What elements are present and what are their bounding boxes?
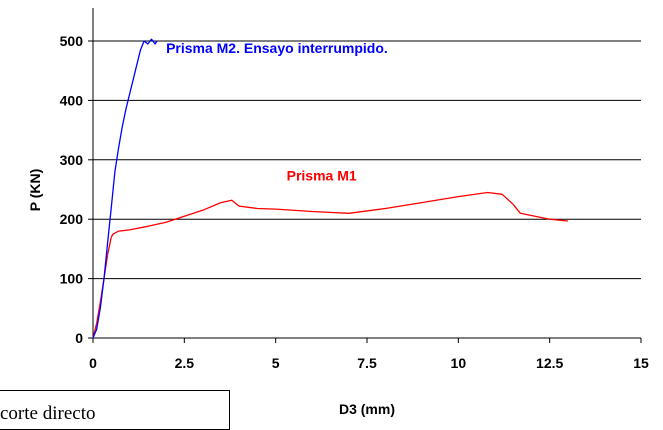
y-tick-labels: 0 100 200 300 400 500 — [60, 33, 93, 346]
x-tick-label: 0 — [89, 355, 97, 371]
annotation-label: Prisma M1 — [287, 168, 357, 184]
y-tick-label: 0 — [75, 330, 83, 346]
x-tick-label: 10 — [451, 355, 467, 371]
x-tick-label: 7.5 — [357, 355, 377, 371]
series-lines — [92, 38, 568, 339]
y-tick-label: 400 — [60, 92, 84, 108]
y-tick-label: 500 — [60, 33, 84, 49]
x-tick-label: 12.5 — [536, 355, 563, 371]
y-tick-label: 300 — [60, 152, 84, 168]
annotations: Prisma M2. Ensayo interrumpido. Prisma M1 — [166, 40, 388, 184]
x-tick-label: 2.5 — [175, 355, 195, 371]
x-tick-label: 5 — [272, 355, 280, 371]
y-axis-title: P (KN) — [27, 169, 43, 212]
annotation-label: Prisma M2. Ensayo interrumpido. — [166, 40, 388, 56]
series-line-prisma-m1 — [92, 191, 568, 339]
y-tick-label: 200 — [60, 211, 84, 227]
caption-box: corte directo — [0, 390, 230, 430]
x-tick-labels: 0 2.5 5 7.5 10 12.5 15 — [89, 338, 649, 371]
x-axis-title: D3 (mm) — [339, 401, 395, 417]
series-line-prisma-m2-ensayo-interrumpido — [92, 38, 158, 339]
gridlines — [93, 40, 641, 280]
caption-text: corte directo — [0, 403, 96, 424]
x-tick-label: 15 — [633, 355, 649, 371]
y-tick-label: 100 — [60, 271, 84, 287]
